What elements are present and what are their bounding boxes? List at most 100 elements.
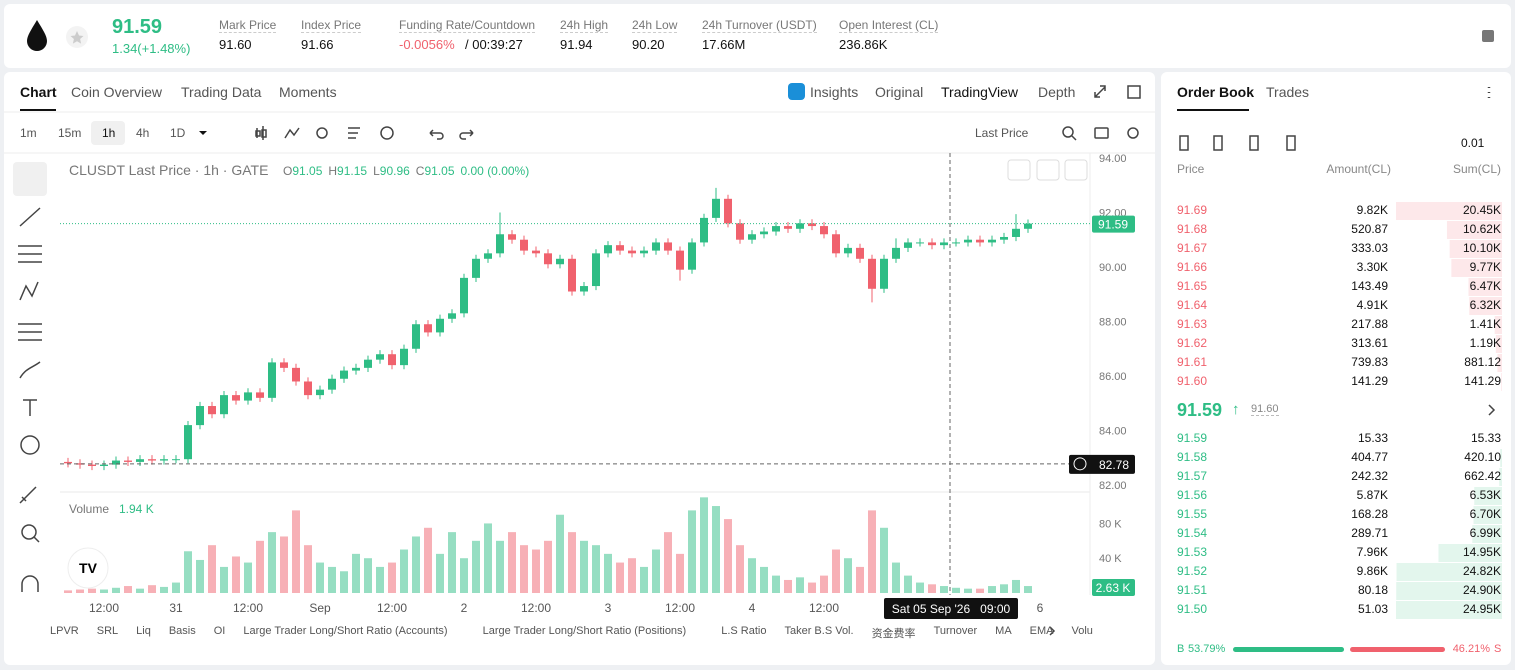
candle-body — [640, 250, 648, 254]
dropdown-icon[interactable] — [199, 131, 207, 135]
chart-button[interactable] — [1064, 159, 1088, 181]
ob-amount: 141.29 — [1351, 374, 1388, 388]
interval[interactable]: 1m — [20, 126, 37, 140]
ohlc-value: 91.15 — [337, 164, 368, 178]
stat-value: 91.66 — [301, 37, 334, 52]
ob-tab[interactable]: Order Book — [1177, 84, 1255, 100]
depth-bar — [1446, 221, 1502, 239]
x-tick-label: 12:00 — [809, 601, 839, 615]
stat-label: 24h Low — [632, 18, 678, 33]
ohlc-value: 90.96 — [379, 164, 410, 178]
indicator[interactable]: Taker B.S Vol. — [784, 625, 854, 637]
indicator[interactable]: LPVR — [50, 625, 79, 637]
interval[interactable]: 1D — [170, 126, 186, 140]
insights-icon[interactable] — [788, 83, 805, 100]
indicator[interactable]: Turnover — [933, 625, 978, 637]
indicator[interactable]: SRL — [96, 625, 119, 637]
candle-body — [724, 198, 732, 224]
volume-bar — [76, 589, 84, 593]
x-tick-label: 6 — [1037, 601, 1044, 615]
interval[interactable]: 15m — [58, 126, 82, 140]
volume-bar — [328, 566, 336, 593]
tab[interactable]: Trading Data — [181, 84, 262, 100]
candle-body — [448, 313, 456, 319]
volume-bar — [940, 586, 948, 593]
depth-bar — [1474, 487, 1502, 505]
candle-body — [508, 234, 516, 240]
view-tab[interactable]: Insights — [810, 84, 859, 100]
ob-amount: 15.33 — [1357, 431, 1388, 445]
view-tab[interactable]: Depth — [1038, 84, 1076, 100]
depth-bar — [1396, 601, 1502, 619]
ob-amount: 51.03 — [1357, 602, 1388, 616]
candle-body — [928, 242, 936, 246]
indicator[interactable]: Basis — [168, 625, 196, 637]
crosshair-box — [1069, 454, 1135, 474]
ob-column: Amount(CL) — [1326, 162, 1391, 176]
ob-amount: 739.83 — [1351, 355, 1388, 369]
interval[interactable]: 1h — [102, 126, 116, 140]
volume-bar — [676, 553, 684, 593]
tab[interactable]: Coin Overview — [71, 84, 163, 100]
view-tab[interactable]: Original — [875, 84, 924, 100]
stat-value: 91.94 — [560, 37, 593, 52]
volume-bar — [268, 532, 276, 593]
ob-tab[interactable]: Trades — [1266, 84, 1310, 100]
price-type[interactable]: Last Price — [975, 126, 1029, 140]
y-tick-label: 90.00 — [1099, 262, 1127, 274]
volume-bar — [844, 558, 852, 593]
ob-sum: 1.41K — [1469, 317, 1501, 331]
volume-bar — [628, 558, 636, 593]
indicator[interactable]: Large Trader Long/Short Ratio (Positions… — [482, 625, 687, 637]
interval[interactable]: 4h — [136, 126, 150, 140]
menu-icon[interactable] — [1482, 30, 1494, 42]
candle-body — [268, 362, 276, 398]
stat-label: 24h Turnover (USDT) — [702, 18, 817, 33]
y-tick-label: 94.00 — [1099, 153, 1127, 165]
ob-price: 91.57 — [1177, 469, 1208, 483]
indicator[interactable]: OI — [213, 625, 226, 637]
indicator[interactable]: Liq — [136, 625, 151, 637]
candle-body — [976, 239, 984, 243]
volume-bar — [112, 587, 120, 593]
ob-sum: 6.53K — [1469, 488, 1501, 502]
candle-body — [88, 464, 96, 467]
mark-price: 91.60 — [1251, 403, 1279, 416]
volume-bar — [748, 558, 756, 593]
indicator[interactable]: Large Trader Long/Short Ratio (Accounts) — [243, 625, 448, 637]
volume-bar — [808, 582, 816, 593]
candle-body — [196, 406, 204, 426]
view-tab[interactable]: TradingView — [941, 84, 1019, 100]
indicator[interactable]: L.S Ratio — [721, 625, 767, 637]
ob-price: 91.50 — [1177, 602, 1208, 616]
volume-bar — [712, 506, 720, 593]
indicator[interactable]: Volu — [1071, 625, 1093, 637]
candle-body — [580, 286, 588, 292]
ob-price: 91.63 — [1177, 317, 1208, 331]
volume-bar — [520, 545, 528, 593]
tool-selected — [13, 162, 47, 196]
ob-amount: 3.30K — [1356, 260, 1388, 274]
indicator[interactable]: 资金费率 — [871, 628, 916, 640]
price-change: 1.34(+1.48%) — [112, 41, 191, 56]
indicator[interactable]: MA — [995, 625, 1012, 637]
volume-bar — [1024, 586, 1032, 593]
ob-price: 91.51 — [1177, 583, 1208, 597]
ob-sum: 10.62K — [1462, 222, 1501, 236]
tab[interactable]: Chart — [20, 84, 57, 100]
indicator[interactable]: EMA — [1029, 625, 1054, 637]
ob-amount: 313.61 — [1351, 336, 1388, 350]
precision[interactable]: 0.01 — [1461, 136, 1485, 150]
x-tick-label: 12:00 — [521, 601, 551, 615]
crosshair-label: 82.78 — [1099, 458, 1129, 472]
tab[interactable]: Moments — [279, 84, 337, 100]
volume-bar — [580, 540, 588, 593]
chart-button[interactable] — [1036, 159, 1060, 181]
candle-body — [160, 459, 168, 461]
chart-button[interactable] — [1007, 159, 1031, 181]
volume-bar — [784, 579, 792, 593]
volume-bar — [532, 549, 540, 593]
volume-bar — [652, 549, 660, 593]
star-icon — [70, 31, 84, 44]
